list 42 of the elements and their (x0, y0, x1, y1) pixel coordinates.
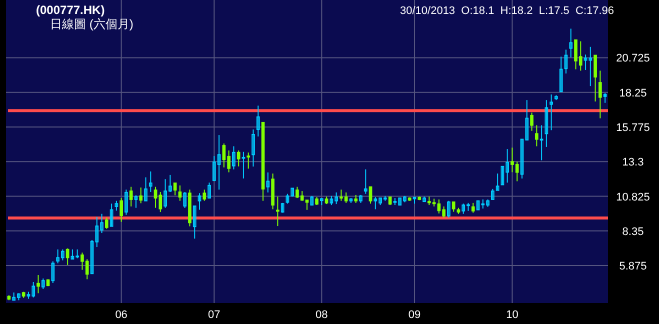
candlestick (280, 202, 284, 214)
y-tick-label: 18.25 (619, 87, 647, 100)
candlestick (198, 192, 202, 210)
candlestick (246, 152, 250, 170)
candlestick (564, 49, 568, 74)
candlestick (256, 105, 260, 137)
candlestick (183, 192, 187, 208)
y-tick-label: 15.775 (616, 122, 650, 134)
candlestick (359, 194, 362, 204)
candlestick (41, 278, 45, 290)
y-tick-label: 20.725 (616, 52, 650, 65)
x-tick-label: 09 (408, 309, 421, 321)
candlestick (110, 203, 114, 227)
annotation: 30/10/2013 O:18.1 H:18.2 L:17.5 C:17.96 (400, 5, 614, 17)
candlestick (114, 200, 118, 212)
candlestick (148, 170, 152, 193)
candlestick (569, 28, 573, 58)
x-tick-label: 06 (115, 309, 128, 321)
candlestick (134, 194, 138, 208)
y-tick-label: 5.875 (619, 260, 647, 273)
candlestick (192, 206, 196, 240)
y-tick-label: 10.825 (616, 191, 650, 204)
y-tick-label: 8.35 (622, 226, 644, 238)
candlestick (544, 100, 548, 148)
x-tick-label: 10 (506, 309, 518, 321)
candlestick (51, 260, 55, 284)
candlestick (208, 182, 211, 199)
chart-title: (000777.HK) (36, 3, 105, 17)
candlestick (447, 200, 450, 218)
candlestick (310, 195, 314, 206)
candlestick (559, 56, 563, 92)
y-tick-label: 13.3 (622, 156, 644, 169)
candlestick (124, 189, 128, 216)
candlestick (232, 146, 236, 170)
candlestick (144, 176, 148, 202)
x-tick-label: 08 (316, 309, 328, 321)
candlestick (252, 128, 255, 168)
text: 日線圖 (六個月) (50, 17, 134, 31)
candlestick (266, 172, 270, 193)
candlestick (422, 196, 426, 202)
candlestick (276, 196, 280, 227)
x-tick-label: 07 (208, 309, 220, 321)
